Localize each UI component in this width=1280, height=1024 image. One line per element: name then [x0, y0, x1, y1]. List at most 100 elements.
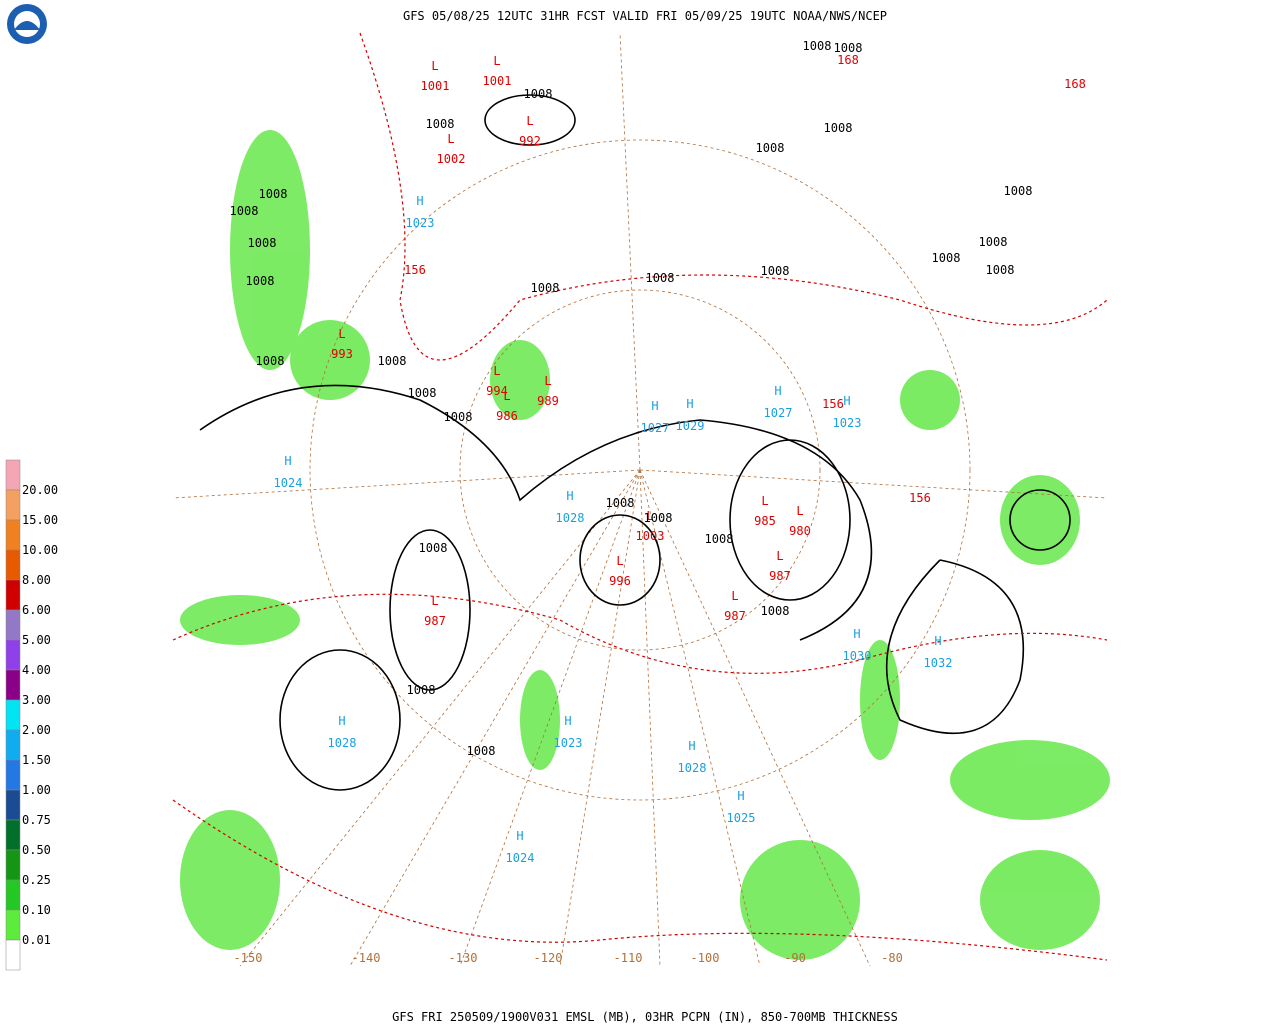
legend-swatch [5, 909, 21, 941]
legend-label: 2.00 [22, 723, 51, 737]
caption: GFS FRI 250509/1900V031 EMSL (MB), 03HR … [392, 1010, 898, 1024]
map [172, 32, 1110, 967]
isobar-label: 1008 [408, 386, 437, 400]
high-letter: H [566, 489, 573, 503]
isobar-label: 1008 [444, 410, 473, 424]
isobar-label: 1008 [824, 121, 853, 135]
isobar [729, 439, 851, 601]
low-letter: L [761, 494, 768, 508]
isobar-label: 1008 [524, 87, 553, 101]
high-pressure: 1023 [554, 736, 583, 750]
low-pressure: 993 [331, 347, 353, 361]
legend-swatch [5, 789, 21, 821]
legend-swatch [5, 879, 21, 911]
legend-swatch [5, 819, 21, 851]
isobar-label: 1008 [979, 235, 1008, 249]
isobar-label: 1008 [531, 281, 560, 295]
isobar-label: 1008 [834, 41, 863, 55]
high-pressure: 1025 [727, 811, 756, 825]
low-pressure: 992 [519, 134, 541, 148]
logo-bird [14, 21, 40, 30]
low-letter: L [447, 132, 454, 146]
precip [900, 370, 960, 430]
high-letter: H [338, 714, 345, 728]
low-letter: L [431, 59, 438, 73]
thickness-label: 156 [404, 263, 426, 277]
low-letter: L [544, 374, 551, 388]
isobar-label: 1008 [256, 354, 285, 368]
low-pressure: 1001 [483, 74, 512, 88]
legend-swatch [5, 579, 21, 611]
low-letter: L [338, 327, 345, 341]
isobar-label: 1008 [1004, 184, 1033, 198]
legend-label: 5.00 [22, 633, 51, 647]
legend-label: 0.10 [22, 903, 51, 917]
legend-swatch [5, 759, 21, 791]
low-pressure: 987 [769, 569, 791, 583]
thickness-line [359, 32, 1108, 361]
isobar-label: 1008 [756, 141, 785, 155]
legend-swatch [5, 549, 21, 581]
legend-swatch [5, 639, 21, 671]
low-letter: L [493, 54, 500, 68]
legend: 20.00 15.00 10.00 8.00 6.00 5.00 4.00 3.00 2.00 1… [5, 459, 58, 971]
isobar-label: 1008 [644, 511, 673, 525]
low-pressure: 994 [486, 384, 508, 398]
isobars [199, 94, 1071, 791]
precip [950, 740, 1110, 820]
high-pressure: 1027 [764, 406, 793, 420]
low-pressure: 996 [609, 574, 631, 588]
isobar-label: 1008 [426, 117, 455, 131]
precip [520, 670, 560, 770]
high-pressure: 1023 [406, 216, 435, 230]
legend-swatch [5, 489, 21, 521]
isobar-label: 1008 [407, 683, 436, 697]
title: GFS 05/08/25 12UTC 31HR FCST VALID FRI 0… [403, 9, 887, 23]
low-letter: L [526, 114, 533, 128]
low-letter: L [796, 504, 803, 518]
precip [230, 130, 310, 370]
isobar [389, 529, 471, 691]
high-pressure: 1028 [556, 511, 585, 525]
parallel [459, 289, 821, 651]
legend-swatch [5, 849, 21, 881]
high-pressure: 1023 [833, 416, 862, 430]
legend-label: 3.00 [22, 693, 51, 707]
parallel [309, 139, 971, 801]
legend-label: 0.75 [22, 813, 51, 827]
legend-swatch [5, 519, 21, 551]
legend-label: 15.00 [22, 513, 58, 527]
legend-label: 0.50 [22, 843, 51, 857]
longitude-label: -120 [534, 951, 563, 965]
precip [860, 640, 900, 760]
low-pressure: 986 [496, 409, 518, 423]
legend-swatch [5, 669, 21, 701]
longitude-label: -140 [352, 951, 381, 965]
precip [290, 320, 370, 400]
thickness-label: 156 [822, 397, 844, 411]
map-frame [173, 33, 1107, 966]
legend-label: 0.01 [22, 933, 51, 947]
high-letter: H [284, 454, 291, 468]
isobar-label: 1008 [248, 236, 277, 250]
high-letter: H [416, 194, 423, 208]
map-labels: H 1023 H 1029 H 1027 H 1023 H 1028 H 1030 H 1032 H 1028… [230, 39, 1086, 965]
low-pressure: 989 [537, 394, 559, 408]
precip [180, 810, 280, 950]
longitude-label: -90 [784, 951, 806, 965]
isobar [199, 384, 873, 641]
isobar-label: 1008 [803, 39, 832, 53]
longitude-label: -110 [614, 951, 643, 965]
isobar-label: 1008 [646, 271, 675, 285]
low-letter: L [646, 509, 653, 523]
high-letter: H [774, 384, 781, 398]
thickness-label: 168 [1064, 77, 1086, 91]
meridian [459, 469, 641, 967]
isobar-label: 1008 [761, 604, 790, 618]
isobar-label: 1008 [246, 274, 275, 288]
legend-swatch [5, 459, 21, 491]
legend-swatch [5, 699, 21, 731]
isobar-label: 1008 [467, 744, 496, 758]
low-letter: L [616, 554, 623, 568]
